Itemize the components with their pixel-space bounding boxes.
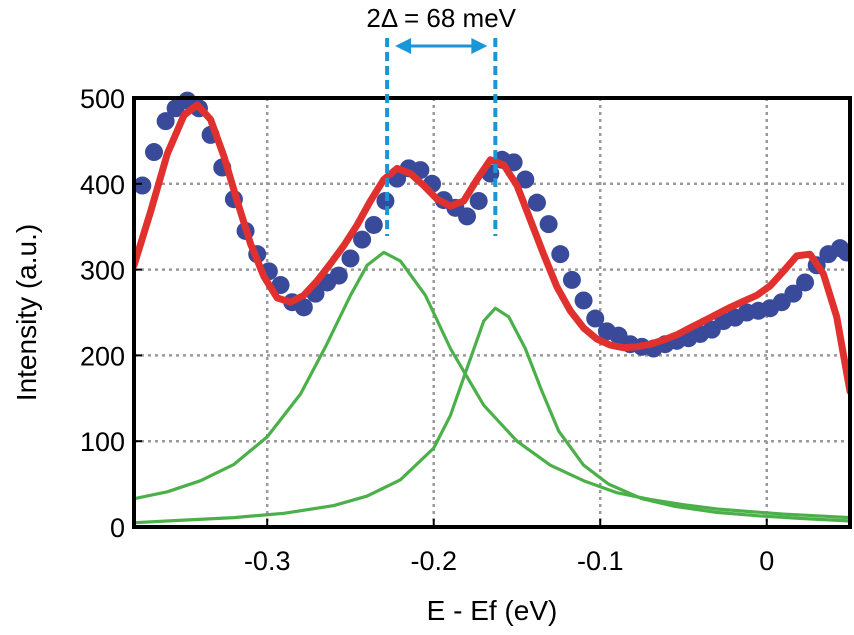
gap-arrow-head-left [395,38,412,54]
gap-annotation-label: 2Δ = 68 meV [366,3,516,33]
data-point [574,291,593,310]
x-axis-title: E - Ef (eV) [427,595,558,626]
data-point [364,215,383,234]
peak-1-line [134,250,850,520]
data-point [551,245,570,264]
data-point [134,176,152,195]
data-point [539,215,558,234]
gap-arrow-head-right [471,38,488,54]
gap-annotation: 2Δ = 68 meV [366,3,517,236]
data-point [586,309,605,328]
y-tick-label: 500 [80,84,125,114]
data-point [156,112,175,131]
peak-2-line [134,306,850,525]
axes: -0.3 -0.2 -0.1 0 0 100 200 300 400 500 [80,84,774,576]
y-tick-label: 300 [80,256,125,286]
x-tick-label: -0.3 [244,546,291,576]
data-point [784,284,803,303]
component-curves [134,250,850,525]
y-axis-title: Intensity (a.u.) [11,224,42,401]
y-tick-label: 200 [80,341,125,371]
data-point [796,273,815,292]
data-point [562,270,581,289]
data-point [341,249,360,268]
x-tick-label: -0.1 [577,546,624,576]
x-tick-label: 0 [759,546,774,576]
data-point [294,298,313,317]
data-point [458,207,477,226]
grid-lines [134,98,850,527]
data-point [837,243,850,262]
y-tick-label: 0 [110,513,125,543]
data-point [469,191,488,210]
data-point [353,230,372,249]
data-point [144,143,163,162]
x-tick-label: -0.2 [410,546,457,576]
data-point [527,193,546,212]
fit-curve [134,101,850,395]
y-tick-label: 100 [80,427,125,457]
plot-frame [132,96,852,529]
data-point [516,170,535,189]
y-tick-label: 400 [80,170,125,200]
data-point [329,266,348,285]
data-point [504,153,523,172]
fit-line [134,101,850,395]
